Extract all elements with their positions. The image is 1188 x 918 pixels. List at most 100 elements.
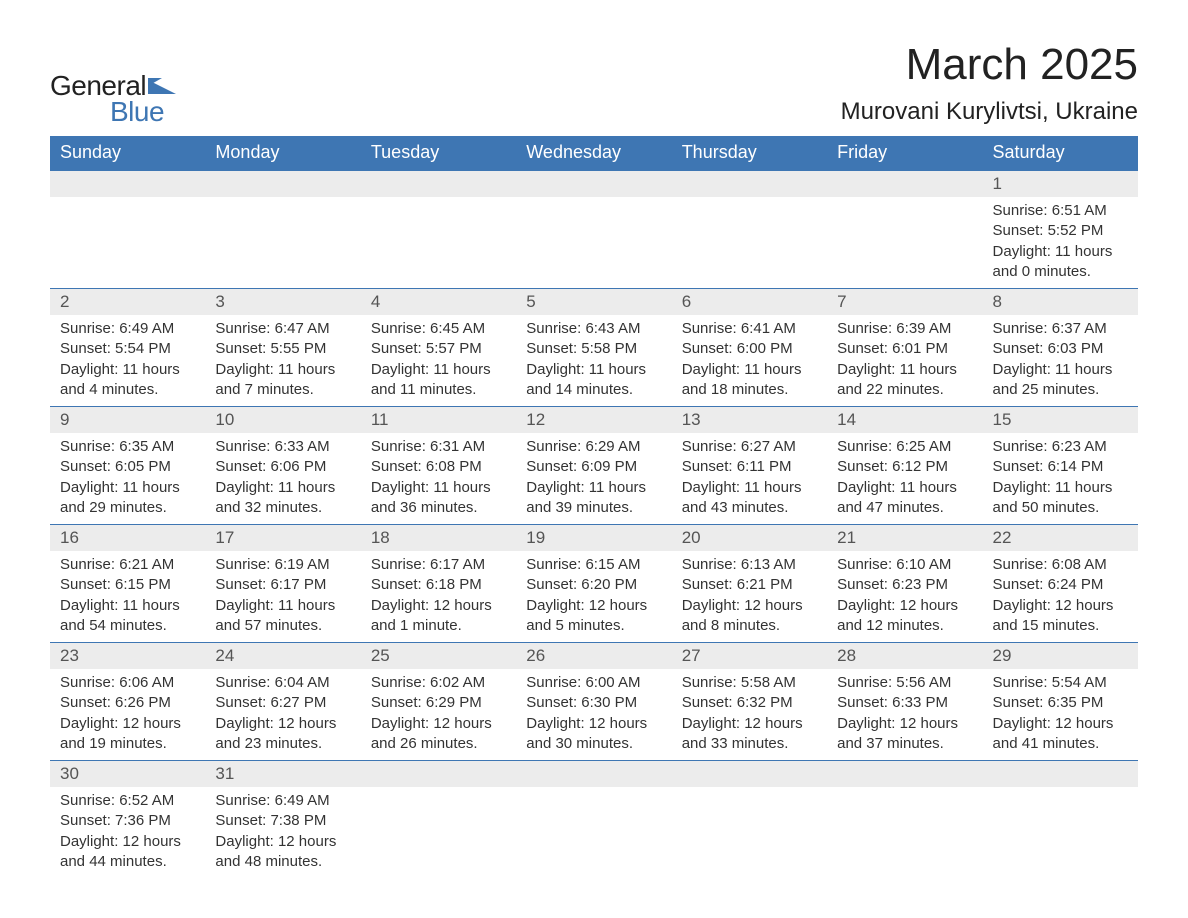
calendar-cell: 13Sunrise: 6:27 AMSunset: 6:11 PMDayligh…: [672, 407, 827, 525]
day-sunset: Sunset: 6:08 PM: [371, 457, 506, 477]
day-sunrise: Sunrise: 5:58 AM: [682, 673, 817, 693]
day-content: Sunrise: 6:39 AMSunset: 6:01 PMDaylight:…: [827, 315, 982, 406]
day-number: 25: [361, 643, 516, 669]
weekday-header: Sunday: [50, 136, 205, 170]
day-daylight1: Daylight: 12 hours: [526, 714, 661, 734]
day-daylight1: Daylight: 11 hours: [60, 360, 195, 380]
day-sunrise: Sunrise: 6:06 AM: [60, 673, 195, 693]
day-daylight2: and 37 minutes.: [837, 734, 972, 754]
day-daylight1: Daylight: 12 hours: [837, 714, 972, 734]
day-sunrise: Sunrise: 6:47 AM: [215, 319, 350, 339]
day-number: 14: [827, 407, 982, 433]
day-daylight2: and 33 minutes.: [682, 734, 817, 754]
day-sunset: Sunset: 6:35 PM: [993, 693, 1128, 713]
day-content: Sunrise: 6:51 AMSunset: 5:52 PMDaylight:…: [983, 197, 1138, 288]
calendar-cell: 26Sunrise: 6:00 AMSunset: 6:30 PMDayligh…: [516, 643, 671, 761]
day-sunrise: Sunrise: 6:52 AM: [60, 791, 195, 811]
calendar-week-row: 9Sunrise: 6:35 AMSunset: 6:05 PMDaylight…: [50, 407, 1138, 525]
day-daylight1: Daylight: 11 hours: [215, 478, 350, 498]
day-daylight2: and 29 minutes.: [60, 498, 195, 518]
day-sunset: Sunset: 6:21 PM: [682, 575, 817, 595]
calendar-cell: 4Sunrise: 6:45 AMSunset: 5:57 PMDaylight…: [361, 289, 516, 407]
empty-day-number: [827, 171, 982, 197]
day-number: 6: [672, 289, 827, 315]
empty-day-number: [672, 171, 827, 197]
day-daylight2: and 48 minutes.: [215, 852, 350, 872]
calendar-cell: [361, 170, 516, 289]
day-daylight2: and 5 minutes.: [526, 616, 661, 636]
day-sunrise: Sunrise: 6:02 AM: [371, 673, 506, 693]
day-number: 27: [672, 643, 827, 669]
day-number: 24: [205, 643, 360, 669]
weekday-header: Monday: [205, 136, 360, 170]
day-content: Sunrise: 6:45 AMSunset: 5:57 PMDaylight:…: [361, 315, 516, 406]
day-sunset: Sunset: 6:06 PM: [215, 457, 350, 477]
day-sunset: Sunset: 5:58 PM: [526, 339, 661, 359]
day-daylight2: and 41 minutes.: [993, 734, 1128, 754]
calendar-cell: 21Sunrise: 6:10 AMSunset: 6:23 PMDayligh…: [827, 525, 982, 643]
day-sunrise: Sunrise: 6:51 AM: [993, 201, 1128, 221]
calendar-cell: 31Sunrise: 6:49 AMSunset: 7:38 PMDayligh…: [205, 761, 360, 879]
day-number: 22: [983, 525, 1138, 551]
day-sunset: Sunset: 6:14 PM: [993, 457, 1128, 477]
day-daylight1: Daylight: 11 hours: [60, 478, 195, 498]
day-sunrise: Sunrise: 6:35 AM: [60, 437, 195, 457]
empty-day-number: [516, 761, 671, 787]
day-number: 12: [516, 407, 671, 433]
day-sunset: Sunset: 5:54 PM: [60, 339, 195, 359]
empty-day-number: [361, 761, 516, 787]
day-number: 2: [50, 289, 205, 315]
day-sunset: Sunset: 6:27 PM: [215, 693, 350, 713]
day-content: Sunrise: 6:13 AMSunset: 6:21 PMDaylight:…: [672, 551, 827, 642]
day-content: Sunrise: 6:29 AMSunset: 6:09 PMDaylight:…: [516, 433, 671, 524]
day-number: 5: [516, 289, 671, 315]
day-sunset: Sunset: 6:15 PM: [60, 575, 195, 595]
day-sunset: Sunset: 7:36 PM: [60, 811, 195, 831]
day-content: Sunrise: 6:47 AMSunset: 5:55 PMDaylight:…: [205, 315, 360, 406]
weekday-header: Saturday: [983, 136, 1138, 170]
day-sunset: Sunset: 5:57 PM: [371, 339, 506, 359]
day-daylight1: Daylight: 12 hours: [837, 596, 972, 616]
day-content: Sunrise: 6:00 AMSunset: 6:30 PMDaylight:…: [516, 669, 671, 760]
calendar-cell: 25Sunrise: 6:02 AMSunset: 6:29 PMDayligh…: [361, 643, 516, 761]
day-sunset: Sunset: 6:18 PM: [371, 575, 506, 595]
calendar-cell: 28Sunrise: 5:56 AMSunset: 6:33 PMDayligh…: [827, 643, 982, 761]
day-sunrise: Sunrise: 6:49 AM: [215, 791, 350, 811]
day-daylight2: and 15 minutes.: [993, 616, 1128, 636]
day-sunset: Sunset: 6:17 PM: [215, 575, 350, 595]
day-number: 30: [50, 761, 205, 787]
calendar-week-row: 2Sunrise: 6:49 AMSunset: 5:54 PMDaylight…: [50, 289, 1138, 407]
day-sunrise: Sunrise: 6:15 AM: [526, 555, 661, 575]
location: Murovani Kurylivtsi, Ukraine: [841, 98, 1138, 126]
day-daylight2: and 23 minutes.: [215, 734, 350, 754]
day-sunrise: Sunrise: 6:43 AM: [526, 319, 661, 339]
day-sunrise: Sunrise: 6:21 AM: [60, 555, 195, 575]
day-content: Sunrise: 5:54 AMSunset: 6:35 PMDaylight:…: [983, 669, 1138, 760]
calendar-cell: 29Sunrise: 5:54 AMSunset: 6:35 PMDayligh…: [983, 643, 1138, 761]
calendar-cell: 10Sunrise: 6:33 AMSunset: 6:06 PMDayligh…: [205, 407, 360, 525]
day-number: 31: [205, 761, 360, 787]
day-daylight2: and 30 minutes.: [526, 734, 661, 754]
day-number: 21: [827, 525, 982, 551]
day-daylight2: and 50 minutes.: [993, 498, 1128, 518]
day-content: Sunrise: 6:10 AMSunset: 6:23 PMDaylight:…: [827, 551, 982, 642]
day-content: Sunrise: 6:21 AMSunset: 6:15 PMDaylight:…: [50, 551, 205, 642]
day-sunrise: Sunrise: 6:25 AM: [837, 437, 972, 457]
day-daylight1: Daylight: 12 hours: [526, 596, 661, 616]
day-content: Sunrise: 6:49 AMSunset: 5:54 PMDaylight:…: [50, 315, 205, 406]
day-number: 23: [50, 643, 205, 669]
empty-day-number: [827, 761, 982, 787]
day-sunrise: Sunrise: 5:54 AM: [993, 673, 1128, 693]
day-number: 7: [827, 289, 982, 315]
calendar-cell: 18Sunrise: 6:17 AMSunset: 6:18 PMDayligh…: [361, 525, 516, 643]
day-number: 4: [361, 289, 516, 315]
day-daylight2: and 54 minutes.: [60, 616, 195, 636]
calendar-cell: 17Sunrise: 6:19 AMSunset: 6:17 PMDayligh…: [205, 525, 360, 643]
day-daylight2: and 26 minutes.: [371, 734, 506, 754]
day-daylight2: and 36 minutes.: [371, 498, 506, 518]
day-sunrise: Sunrise: 5:56 AM: [837, 673, 972, 693]
weekday-header: Friday: [827, 136, 982, 170]
calendar-cell: 11Sunrise: 6:31 AMSunset: 6:08 PMDayligh…: [361, 407, 516, 525]
empty-day-number: [672, 761, 827, 787]
day-sunrise: Sunrise: 6:17 AM: [371, 555, 506, 575]
